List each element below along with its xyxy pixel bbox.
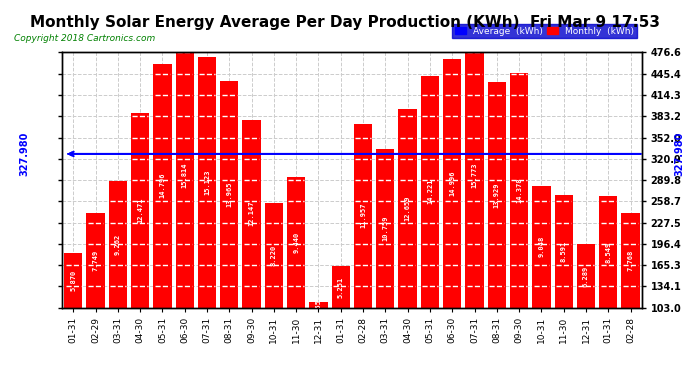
Bar bbox=[488, 82, 506, 308]
Text: 327.980: 327.980 bbox=[19, 132, 30, 176]
Legend: Average  (kWh), Monthly  (kWh): Average (kWh), Monthly (kWh) bbox=[452, 24, 637, 38]
Bar bbox=[577, 244, 595, 308]
Text: 8.549: 8.549 bbox=[605, 241, 611, 262]
Text: 8.591: 8.591 bbox=[561, 241, 566, 262]
Text: 15.773: 15.773 bbox=[471, 162, 477, 188]
Text: 5.870: 5.870 bbox=[70, 270, 77, 291]
Bar bbox=[153, 64, 172, 308]
Text: 9.440: 9.440 bbox=[293, 232, 299, 253]
Text: 14.378: 14.378 bbox=[516, 177, 522, 203]
Bar bbox=[465, 43, 484, 308]
Text: 15.123: 15.123 bbox=[204, 170, 210, 195]
Text: 10.759: 10.759 bbox=[382, 216, 388, 241]
Bar bbox=[287, 177, 305, 308]
Bar bbox=[265, 203, 283, 308]
Text: Monthly Solar Energy Average Per Day Production (KWh)  Fri Mar 9 17:53: Monthly Solar Energy Average Per Day Pro… bbox=[30, 15, 660, 30]
Text: 9.048: 9.048 bbox=[538, 236, 544, 257]
Text: 15.814: 15.814 bbox=[181, 162, 188, 188]
Text: 12.659: 12.659 bbox=[404, 195, 411, 221]
Bar bbox=[198, 57, 216, 308]
Bar bbox=[622, 213, 640, 308]
Text: 7.749: 7.749 bbox=[92, 250, 99, 271]
Bar bbox=[175, 42, 194, 308]
Text: 11.957: 11.957 bbox=[360, 203, 366, 228]
Text: 5.251: 5.251 bbox=[337, 276, 344, 297]
Bar bbox=[86, 213, 105, 308]
Bar bbox=[354, 124, 372, 308]
Bar bbox=[242, 120, 261, 308]
Text: 3.559: 3.559 bbox=[315, 294, 322, 315]
Bar bbox=[376, 149, 395, 308]
Text: 14.996: 14.996 bbox=[449, 171, 455, 196]
Bar bbox=[131, 113, 149, 308]
Bar bbox=[64, 253, 82, 308]
Bar bbox=[109, 181, 127, 308]
Bar bbox=[309, 302, 328, 307]
Text: 9.262: 9.262 bbox=[115, 234, 121, 255]
Bar bbox=[443, 60, 462, 308]
Text: 14.796: 14.796 bbox=[159, 173, 166, 198]
Text: 12.147: 12.147 bbox=[248, 201, 255, 226]
Text: 327.980: 327.980 bbox=[674, 132, 684, 176]
Text: 12.471: 12.471 bbox=[137, 198, 143, 223]
Bar bbox=[399, 109, 417, 307]
Bar bbox=[555, 195, 573, 308]
Bar bbox=[510, 73, 529, 308]
Bar bbox=[532, 186, 551, 308]
Bar bbox=[220, 81, 239, 308]
Text: 6.289: 6.289 bbox=[583, 265, 589, 286]
Bar bbox=[599, 196, 618, 308]
Text: Copyright 2018 Cartronics.com: Copyright 2018 Cartronics.com bbox=[14, 34, 155, 43]
Text: 7.768: 7.768 bbox=[627, 250, 633, 271]
Text: 13.965: 13.965 bbox=[226, 182, 233, 207]
Text: 8.220: 8.220 bbox=[271, 245, 277, 266]
Text: 14.221: 14.221 bbox=[427, 179, 433, 204]
Bar bbox=[332, 266, 350, 308]
Bar bbox=[421, 76, 439, 307]
Text: 13.929: 13.929 bbox=[494, 182, 500, 208]
